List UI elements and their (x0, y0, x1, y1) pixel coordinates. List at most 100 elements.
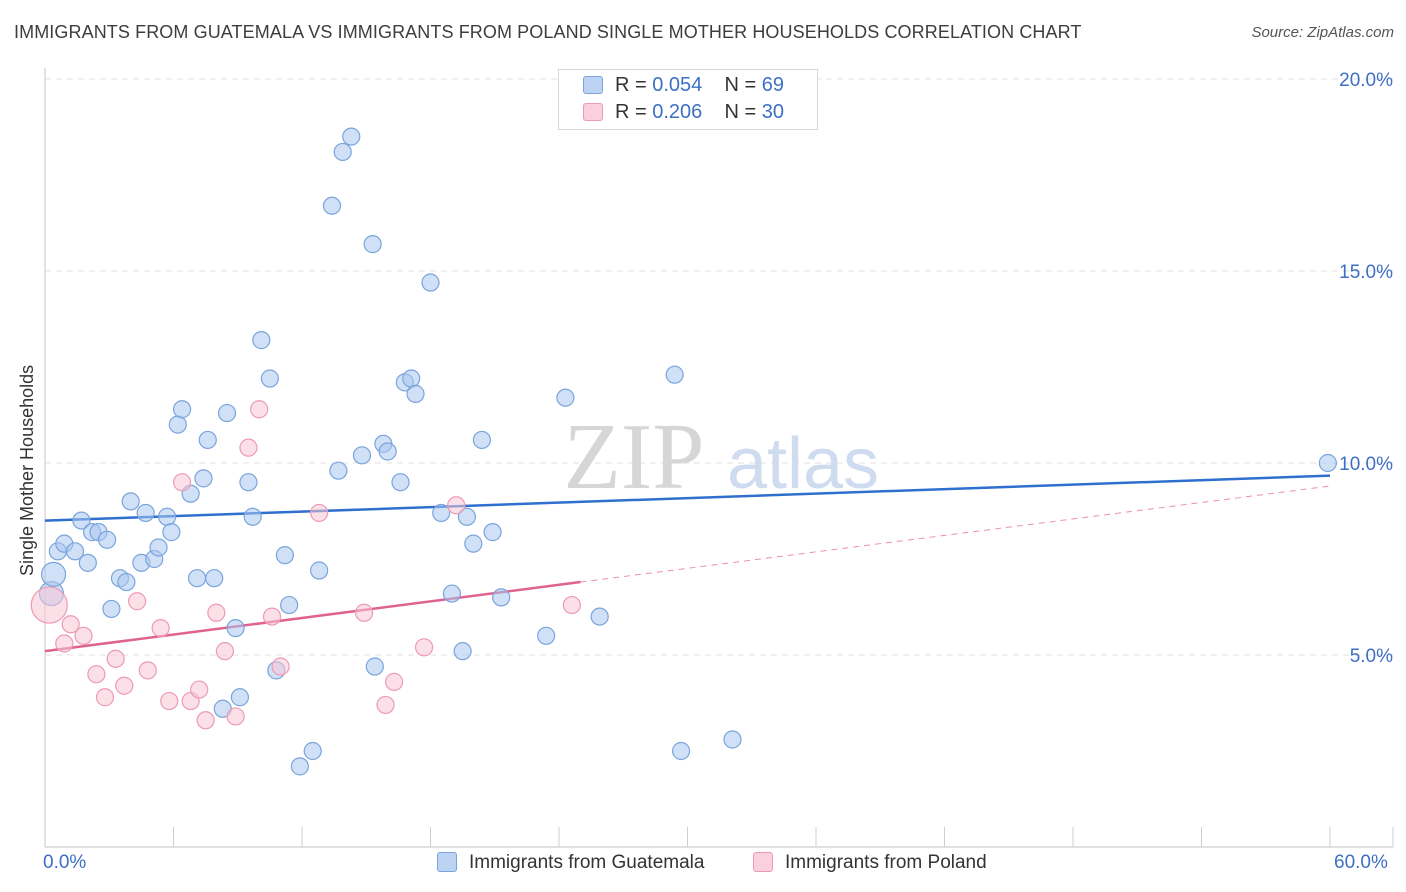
guatemala-point (217, 403, 237, 423)
poland-point (172, 473, 192, 492)
poland-point (562, 595, 581, 615)
trendline-poland (44, 580, 581, 653)
guatemala-point (252, 331, 271, 350)
guatemala-point (322, 196, 342, 215)
legend-item-poland: Immigrants from Poland (753, 852, 987, 874)
poland-point (196, 711, 215, 730)
guatemala-point (432, 503, 451, 523)
poland-point (384, 672, 404, 691)
grid-lines (45, 78, 1393, 656)
guatemala-point (492, 588, 511, 607)
guatemala-point (230, 688, 249, 707)
guatemala-point (472, 430, 491, 450)
poland-point (262, 607, 282, 626)
legend-swatch-guatemala (437, 852, 457, 872)
r-label: R = (615, 74, 647, 96)
legend-swatch-poland (753, 852, 773, 872)
source-label: Source: ZipAtlas.com (1251, 24, 1394, 41)
guatemala-point (121, 492, 140, 511)
guatemala-point (72, 511, 91, 530)
legend-item-guatemala: Immigrants from Guatemala (437, 852, 704, 874)
guatemala-point (665, 365, 684, 384)
guatemala-point (172, 400, 192, 419)
y-tick-label: 15.0% (1339, 262, 1393, 283)
series-poland-points (30, 400, 581, 730)
guatemala-point (198, 430, 217, 450)
guatemala-point (205, 569, 224, 588)
guatemala-point (391, 473, 410, 492)
guatemala-point (260, 369, 279, 388)
guatemala-point (421, 273, 440, 292)
n-label: N = (724, 74, 757, 96)
legend-text-guatemala: R = 0.054 N = 69 (615, 74, 784, 97)
guatemala-point (723, 730, 742, 749)
guatemala-point (329, 461, 348, 480)
poland-point (127, 592, 147, 611)
poland-point (95, 688, 115, 707)
guatemala-point (464, 534, 483, 553)
guatemala-point (406, 384, 425, 403)
legend-label-poland: Immigrants from Poland (785, 852, 987, 873)
guatemala-point (149, 538, 168, 557)
guatemala-point (275, 546, 294, 565)
guatemala-point (457, 507, 477, 526)
poland-point (115, 676, 134, 695)
guatemala-point (342, 127, 361, 146)
poland-point (74, 626, 93, 645)
guatemala-point (136, 503, 155, 523)
poland-point (271, 657, 290, 676)
x-tick-label-min: 0.0% (43, 852, 87, 873)
guatemala-point (65, 542, 85, 561)
guatemala-point (352, 446, 372, 465)
guatemala-point (333, 142, 352, 162)
guatemala-point (226, 619, 245, 638)
legend-text-poland: R = 0.206 N = 30 (615, 101, 784, 124)
poland-point (151, 619, 170, 638)
guatemala-point (1318, 453, 1337, 473)
poland-point (215, 642, 234, 661)
y-axis-label: Single Mother Households (17, 364, 37, 576)
poland-point (310, 503, 329, 523)
guatemala-point (102, 599, 121, 619)
trendline-poland-extension (580, 485, 1331, 583)
guatemala-point (590, 607, 609, 626)
guatemala-point (402, 369, 421, 388)
guatemala-point (78, 553, 97, 572)
poland-point (376, 695, 395, 715)
guatemala-point (483, 523, 502, 542)
y-tick-label: 5.0% (1350, 646, 1393, 667)
poland-point (250, 400, 269, 419)
guatemala-point (243, 507, 262, 526)
poland-point (55, 634, 74, 653)
poland-point (447, 496, 466, 515)
legend-swatch-poland (583, 103, 603, 121)
series-guatemala-points (38, 127, 1337, 776)
guatemala-point (187, 569, 207, 588)
watermark-atlas: atlas (727, 424, 879, 504)
chart-title: IMMIGRANTS FROM GUATEMALA VS IMMIGRANTS … (14, 22, 1082, 42)
guatemala-point (671, 741, 691, 761)
n-value: 30 (761, 101, 785, 123)
poland-point (190, 680, 209, 699)
guatemala-point (98, 530, 117, 549)
guatemala-point (442, 584, 462, 603)
guatemala-point (310, 561, 329, 580)
legend-label-guatemala: Immigrants from Guatemala (469, 852, 705, 873)
poland-point (160, 691, 179, 711)
poland-point (239, 438, 258, 457)
guatemala-point (363, 235, 382, 254)
r-label: R = (615, 101, 647, 123)
legend-swatch-guatemala (583, 76, 603, 94)
guatemala-point (168, 415, 187, 434)
y-tick-label: 10.0% (1339, 454, 1393, 475)
poland-point (355, 603, 374, 622)
guatemala-point (194, 469, 213, 488)
x-tick-label-max: 60.0% (1334, 852, 1388, 873)
poland-point (138, 661, 157, 680)
watermark-zip: ZIP (564, 405, 705, 509)
guatemala-point (453, 642, 472, 661)
guatemala-point (556, 388, 575, 407)
y-tick-labels: 5.0% 10.0% 15.0% 20.0% (1339, 70, 1393, 667)
guatemala-point (117, 572, 136, 592)
